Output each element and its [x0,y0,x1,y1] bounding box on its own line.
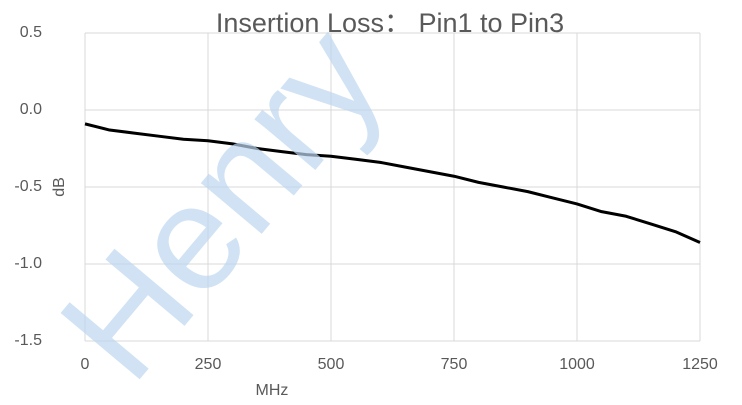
x-tick-label: 250 [195,356,222,373]
y-tick-label: 0.0 [20,101,42,118]
y-axis-label: dB [51,177,68,197]
x-axis-label: MHz [256,382,289,399]
x-tick-label: 750 [441,356,468,373]
y-tick-label: -0.5 [14,178,42,195]
y-tick-label: 0.5 [20,24,42,41]
grid [84,32,701,342]
x-tick-label: 1250 [682,356,718,373]
x-tick-label: 1000 [559,356,595,373]
x-tick-label: 0 [81,356,90,373]
y-tick-label: -1.5 [14,332,42,349]
data-line [84,122,701,244]
x-tick-label: 500 [318,356,345,373]
chart-title: Insertion Loss： Pin1 to Pin3 [216,8,564,38]
y-tick-label: -1.0 [14,255,42,272]
